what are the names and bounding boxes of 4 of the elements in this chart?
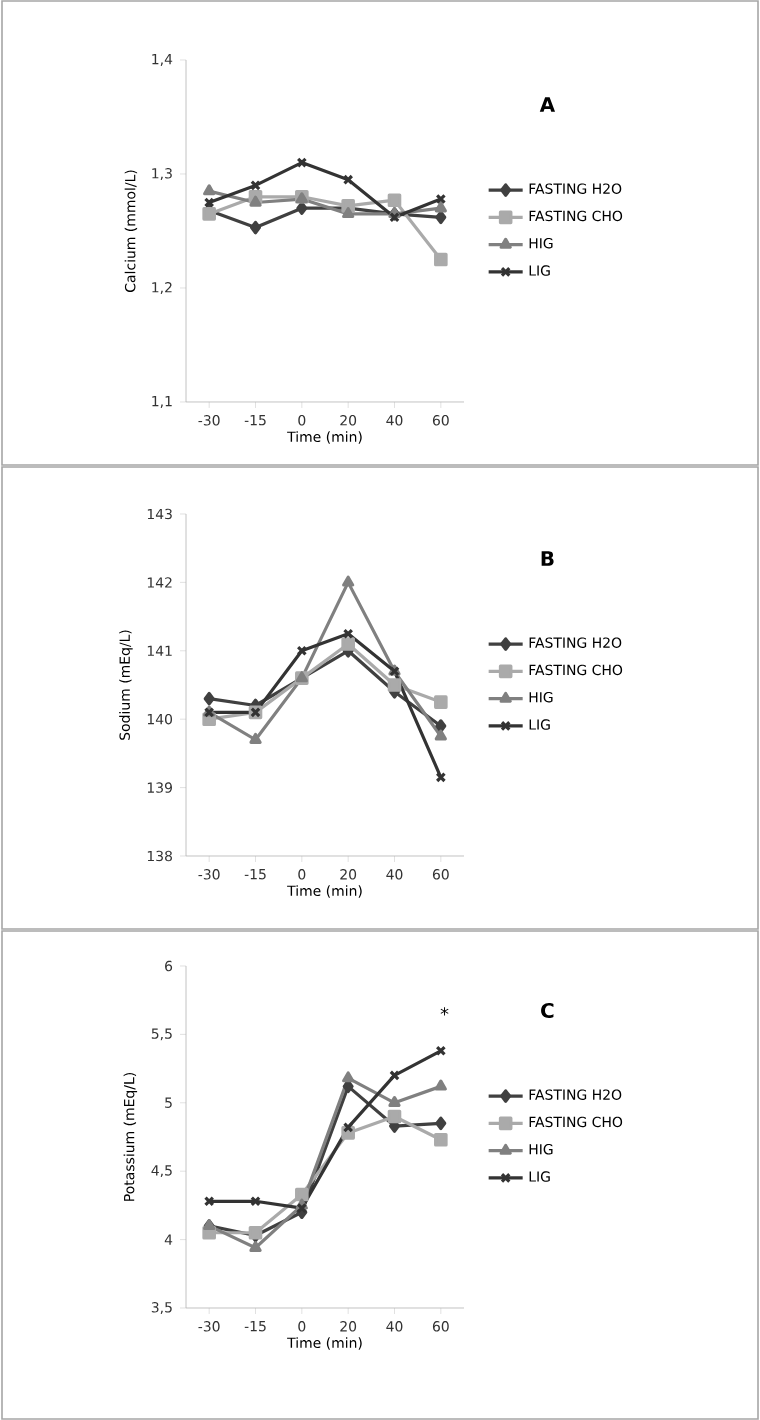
text: C <box>541 1002 554 1018</box>
text: B <box>541 551 554 566</box>
annotation: * <box>440 1007 449 1016</box>
text: A <box>539 97 556 112</box>
